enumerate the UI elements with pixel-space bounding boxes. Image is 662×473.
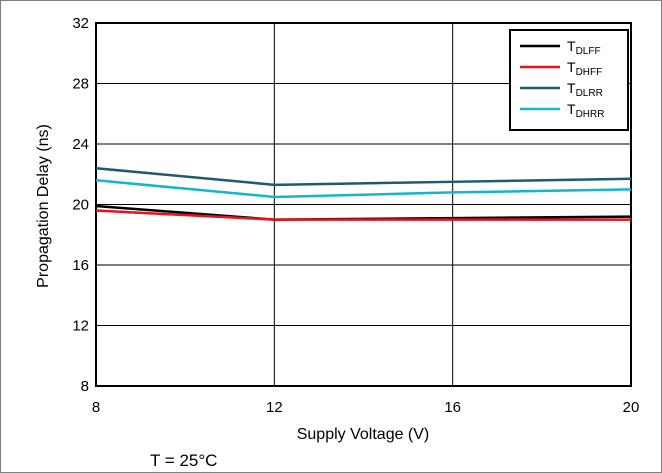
- x-tick-label: 20: [623, 399, 640, 416]
- series-layer: [95, 166, 632, 221]
- x-axis-label: Supply Voltage (V): [297, 426, 430, 443]
- series-line-dhff: [95, 209, 631, 221]
- x-tick-label: 8: [92, 399, 100, 416]
- y-tick-label: 28: [72, 76, 89, 93]
- y-tick-label: 12: [72, 318, 89, 335]
- x-tick-labels: 8 12 16 20: [92, 399, 640, 416]
- y-tick-label: 8: [81, 378, 89, 395]
- x-tick-label: 12: [266, 399, 283, 416]
- y-axis-label: Propagation Delay (ns): [35, 124, 52, 288]
- y-tick-labels: 8 12 16 20 24 28 32: [72, 15, 89, 395]
- y-tick-label: 24: [72, 136, 89, 153]
- series-line-dhrr: [95, 179, 632, 199]
- y-tick-label: 32: [72, 15, 89, 32]
- series-line-dlrr: [95, 166, 632, 187]
- x-tick-label: 16: [444, 399, 461, 416]
- temperature-caption: T = 25°C: [150, 451, 217, 470]
- plot-area: [95, 22, 632, 387]
- y-tick-label: 20: [72, 197, 89, 214]
- y-tick-label: 16: [72, 257, 89, 274]
